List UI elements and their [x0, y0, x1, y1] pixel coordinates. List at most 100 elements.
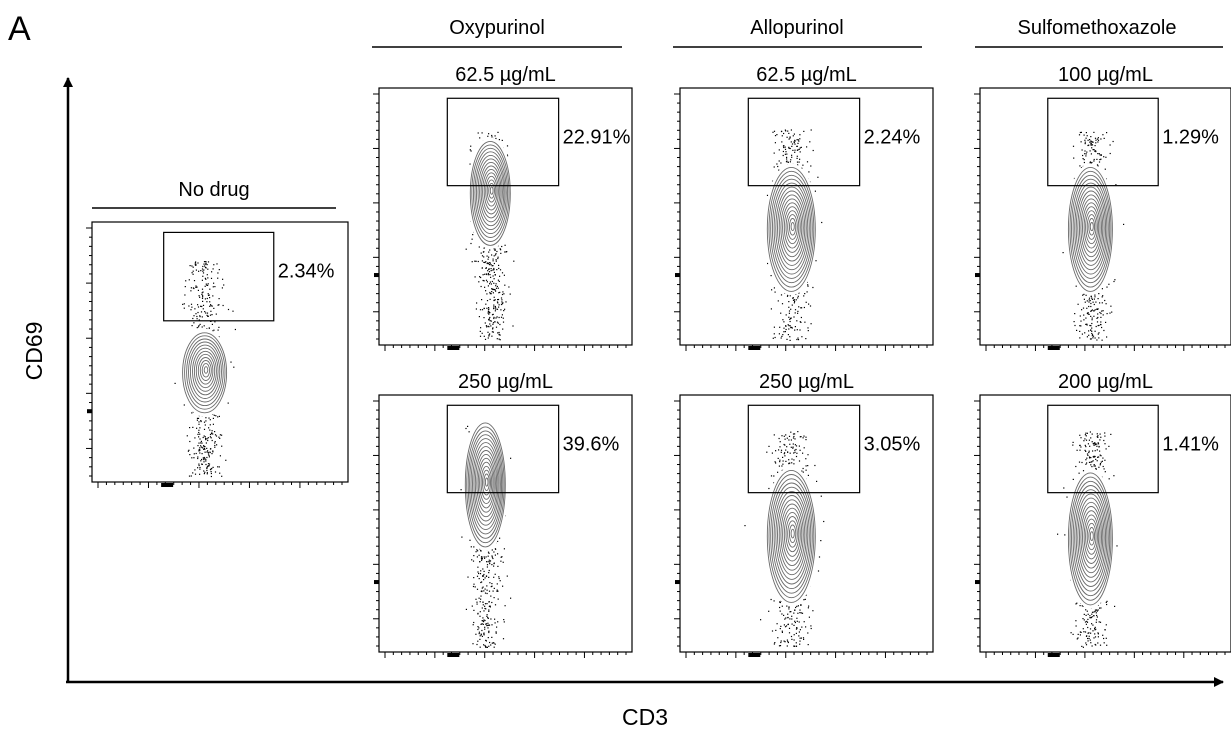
event-dot	[807, 454, 809, 456]
event-dot	[201, 458, 203, 461]
event-dot	[795, 606, 797, 609]
gate-box	[747, 404, 861, 494]
x-tick-cluster	[447, 346, 460, 350]
y-tick-cluster	[975, 580, 980, 585]
event-dot	[488, 318, 490, 320]
event-dot	[795, 448, 797, 451]
event-dot	[1082, 307, 1085, 309]
event-dot	[1097, 139, 1100, 141]
event-dot	[1076, 329, 1078, 331]
event-dot	[484, 603, 487, 605]
event-dot	[1087, 613, 1089, 615]
event-dot	[778, 169, 780, 171]
event-dot	[784, 641, 786, 643]
event-dot	[227, 402, 229, 404]
event-dot	[786, 295, 789, 297]
event-dot	[219, 437, 221, 439]
event-dot	[218, 304, 220, 306]
event-dot	[787, 641, 789, 644]
event-dot	[805, 439, 807, 441]
event-dot	[212, 450, 214, 452]
event-dot	[800, 321, 802, 323]
event-dot	[1095, 151, 1097, 153]
event-dot	[1092, 337, 1094, 339]
event-dot	[785, 460, 787, 462]
event-dot	[1085, 317, 1087, 319]
event-dot	[795, 628, 798, 630]
event-dot	[777, 165, 779, 168]
event-dot	[1102, 314, 1104, 316]
event-dot	[1084, 141, 1086, 143]
event-dot	[795, 632, 797, 634]
event-dot	[476, 549, 478, 551]
contour-rings	[462, 418, 509, 551]
event-dot	[201, 279, 203, 281]
event-dot	[488, 590, 491, 592]
event-dot	[488, 335, 490, 337]
event-dot	[486, 614, 488, 616]
event-dot	[210, 437, 212, 439]
event-dot	[221, 287, 223, 289]
event-dot	[1097, 632, 1099, 634]
event-dot	[1092, 141, 1094, 143]
event-dot	[1097, 153, 1099, 155]
event-dot	[460, 489, 462, 491]
event-dot	[790, 141, 792, 143]
event-dot	[198, 319, 200, 321]
event-dot	[797, 149, 799, 151]
event-dot	[771, 630, 774, 632]
event-dot	[1075, 620, 1077, 622]
event-dot	[491, 288, 493, 290]
event-dot	[781, 141, 783, 143]
event-dot	[779, 441, 781, 443]
event-dot	[496, 269, 498, 271]
contour-ring	[785, 516, 800, 553]
event-dot	[1079, 634, 1081, 636]
event-dot	[787, 130, 789, 132]
event-dot	[478, 246, 480, 248]
event-dot	[795, 642, 797, 644]
event-dot	[773, 333, 775, 335]
event-dot	[202, 296, 204, 298]
event-dot	[203, 435, 205, 437]
event-dot	[496, 626, 498, 628]
event-dot	[474, 260, 476, 262]
event-dot	[496, 321, 499, 323]
event-dot	[216, 263, 218, 265]
event-dot	[470, 242, 472, 245]
event-dot	[480, 285, 482, 288]
event-dot	[192, 426, 194, 428]
event-dot	[471, 605, 473, 607]
event-dot	[1097, 316, 1099, 319]
event-dot	[477, 260, 479, 263]
event-dot	[1100, 436, 1102, 438]
event-dot	[1097, 642, 1099, 644]
event-dot	[1082, 646, 1084, 648]
event-dot	[770, 308, 772, 310]
event-dot	[787, 161, 789, 163]
event-dot	[1089, 628, 1092, 630]
event-dot	[1062, 252, 1064, 254]
event-dot	[494, 622, 496, 624]
event-dot	[196, 318, 198, 320]
event-dot	[1100, 138, 1102, 140]
event-dot	[772, 131, 774, 133]
event-dot	[794, 438, 796, 440]
event-dot	[498, 331, 500, 334]
x-tick-cluster	[1047, 653, 1060, 657]
event-dot	[230, 361, 232, 363]
event-dot	[208, 463, 211, 465]
event-dot	[495, 253, 497, 255]
event-dot	[202, 436, 204, 439]
event-dot	[1091, 309, 1093, 311]
event-dot	[1094, 465, 1096, 467]
contour-ring	[477, 457, 495, 509]
event-dot	[494, 299, 496, 301]
event-dot	[484, 261, 486, 264]
event-dot	[201, 316, 203, 318]
event-dot	[773, 600, 775, 602]
event-dot	[1099, 450, 1101, 452]
event-dot	[778, 437, 780, 440]
event-dot	[480, 623, 482, 625]
